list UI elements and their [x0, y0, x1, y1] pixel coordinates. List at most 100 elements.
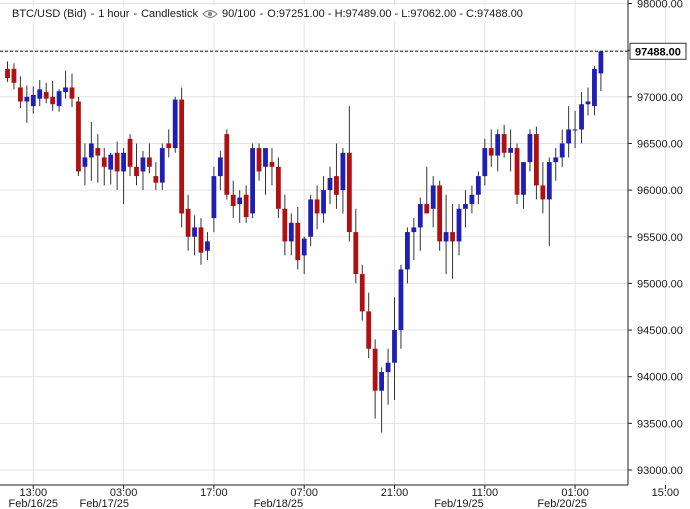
candle-bullish[interactable] — [405, 227, 410, 284]
candle-bearish[interactable] — [346, 106, 352, 242]
candle-bullish[interactable] — [443, 194, 449, 275]
candle-bullish[interactable] — [566, 106, 572, 158]
candle-bullish[interactable] — [482, 138, 488, 186]
candle-bullish[interactable] — [82, 143, 88, 186]
candle-bullish[interactable] — [263, 148, 268, 195]
candle-bullish[interactable] — [379, 367, 384, 433]
candle-bullish[interactable] — [392, 297, 397, 401]
candle-bullish[interactable] — [321, 176, 326, 223]
candle-bullish[interactable] — [217, 150, 223, 191]
candle-bullish[interactable] — [237, 190, 243, 223]
candle-bullish[interactable] — [30, 86, 36, 114]
candle-bearish[interactable] — [514, 143, 520, 205]
candle-bullish[interactable] — [108, 152, 114, 185]
candle-bullish[interactable] — [398, 264, 404, 349]
candle-bearish[interactable] — [314, 185, 320, 230]
candle-bearish[interactable] — [359, 264, 365, 321]
candle-bullish[interactable] — [172, 96, 178, 153]
candle-bullish[interactable] — [88, 121, 94, 181]
candle-bullish[interactable] — [585, 87, 591, 116]
candle-bullish[interactable] — [527, 129, 533, 172]
candle-bearish[interactable] — [450, 204, 455, 279]
candle-bearish[interactable] — [282, 194, 288, 256]
candle-bullish[interactable] — [475, 171, 481, 205]
candle-bullish[interactable] — [469, 185, 475, 214]
candle-bullish[interactable] — [56, 89, 62, 112]
candle-bullish[interactable] — [37, 80, 43, 107]
candle-bearish[interactable] — [69, 73, 75, 108]
candle-bullish[interactable] — [456, 204, 462, 256]
candle-bearish[interactable] — [224, 129, 230, 200]
candle-bullish[interactable] — [463, 190, 468, 228]
candle-bearish[interactable] — [540, 162, 546, 214]
candle-bearish[interactable] — [153, 162, 159, 191]
candle-bullish[interactable] — [495, 129, 501, 172]
candle-bullish[interactable] — [327, 166, 333, 205]
candle-bearish[interactable] — [134, 143, 139, 186]
eye-icon[interactable] — [202, 8, 218, 20]
candle-body — [224, 134, 230, 195]
candle-body — [501, 134, 507, 153]
candle-bearish[interactable] — [11, 63, 17, 90]
candle-bullish[interactable] — [205, 232, 210, 261]
candle-bearish[interactable] — [366, 292, 372, 359]
candle-bearish[interactable] — [50, 80, 56, 111]
candle-bearish[interactable] — [488, 129, 494, 167]
candle-bearish[interactable] — [353, 208, 359, 284]
candle-bullish[interactable] — [250, 143, 255, 219]
candle-bullish[interactable] — [211, 166, 217, 233]
candle-bearish[interactable] — [43, 82, 49, 104]
candle-bearish[interactable] — [295, 206, 301, 270]
candle-bearish[interactable] — [424, 166, 430, 214]
candle-bearish[interactable] — [534, 126, 539, 200]
candle-bearish[interactable] — [501, 124, 507, 158]
candle-bearish[interactable] — [95, 134, 101, 183]
candle-bullish[interactable] — [411, 218, 417, 261]
candle-bullish[interactable] — [592, 66, 597, 116]
candle-bearish[interactable] — [18, 76, 23, 108]
candle-bearish[interactable] — [166, 129, 172, 158]
candle-bullish[interactable] — [301, 236, 307, 275]
candle-bearish[interactable] — [243, 185, 249, 223]
candle-bearish[interactable] — [127, 134, 133, 177]
candle-bullish[interactable] — [192, 215, 197, 256]
candle-bearish[interactable] — [198, 218, 204, 265]
candle-bullish[interactable] — [553, 148, 559, 181]
candle-bullish[interactable] — [340, 148, 346, 214]
candle-bullish[interactable] — [24, 85, 30, 123]
candle-bearish[interactable] — [276, 157, 281, 219]
candle-bullish[interactable] — [417, 197, 423, 251]
candle-bullish[interactable] — [572, 110, 578, 149]
candle-bullish[interactable] — [288, 213, 294, 256]
candle-bullish[interactable] — [159, 143, 165, 191]
date-label: Feb/17/25 — [79, 498, 129, 509]
candle-body — [205, 241, 210, 251]
candle-bearish[interactable] — [230, 180, 236, 219]
candle-bullish[interactable] — [508, 129, 513, 172]
candle-bearish[interactable] — [5, 61, 10, 82]
candle-bullish[interactable] — [559, 129, 565, 167]
candle-bullish[interactable] — [579, 92, 584, 144]
candle-bearish[interactable] — [179, 87, 185, 228]
candle-bearish[interactable] — [334, 143, 339, 209]
candle-bearish[interactable] — [101, 148, 107, 186]
candle-bullish[interactable] — [63, 70, 68, 99]
candle-bullish[interactable] — [430, 176, 436, 228]
candle-bearish[interactable] — [372, 339, 378, 419]
candle-body — [166, 143, 172, 149]
candle-bearish[interactable] — [437, 180, 443, 251]
candle-bearish[interactable] — [114, 141, 120, 191]
candle-bearish[interactable] — [269, 148, 275, 186]
candle-bearish[interactable] — [256, 143, 262, 181]
candle-bearish[interactable] — [76, 96, 81, 177]
candle-bullish[interactable] — [521, 162, 526, 209]
candle-bullish[interactable] — [140, 150, 146, 191]
candle-bullish[interactable] — [598, 51, 604, 92]
candle-bearish[interactable] — [147, 143, 152, 174]
candle-bullish[interactable] — [385, 348, 391, 405]
candle-bullish[interactable] — [546, 157, 552, 247]
candle-bullish[interactable] — [308, 194, 314, 247]
candle-bullish[interactable] — [121, 148, 126, 205]
candle-bearish[interactable] — [185, 194, 191, 251]
